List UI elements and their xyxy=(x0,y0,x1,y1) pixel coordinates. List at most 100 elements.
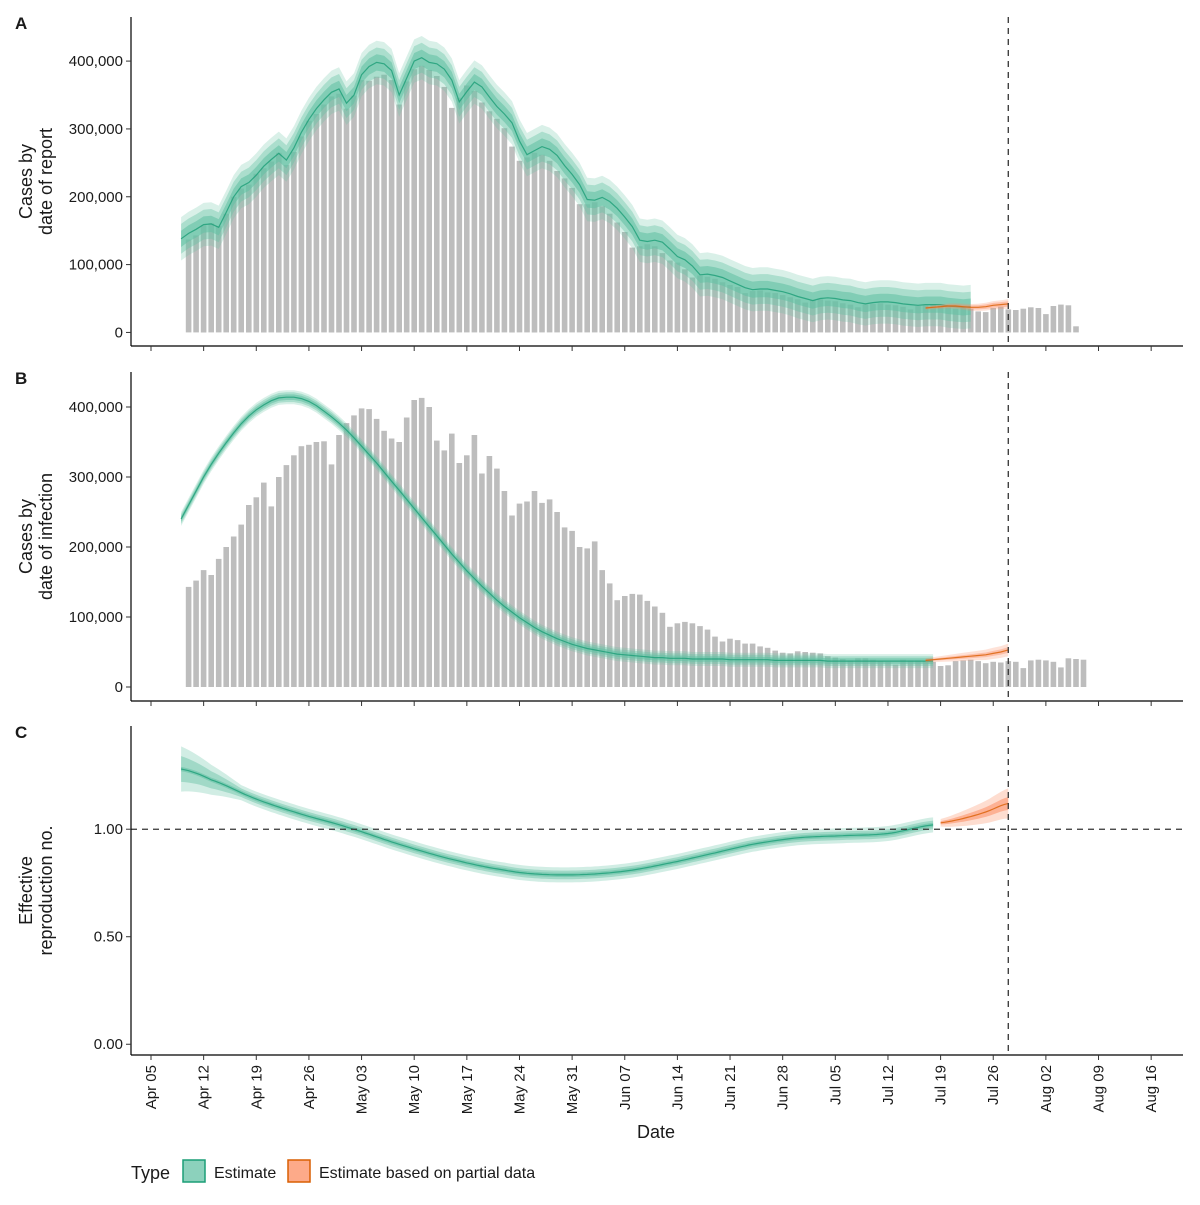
bar xyxy=(900,659,906,687)
bar xyxy=(449,107,455,333)
bar xyxy=(855,307,861,333)
bar xyxy=(276,152,282,333)
bar xyxy=(1073,659,1079,687)
bars xyxy=(185,65,1079,333)
bar xyxy=(561,178,568,333)
bar xyxy=(426,69,432,333)
bar xyxy=(388,80,395,333)
panel-b: B 0 100,000 200,000 300,000 400,000 Cases byda… xyxy=(15,369,1183,706)
bar xyxy=(381,74,387,333)
bar xyxy=(937,306,944,333)
bar xyxy=(1080,659,1087,687)
bar xyxy=(802,302,808,333)
bar xyxy=(291,152,297,333)
estimate-series xyxy=(180,746,934,883)
y-tick-label: 0 xyxy=(115,324,123,341)
bar xyxy=(531,152,538,333)
bar xyxy=(945,665,951,687)
bar xyxy=(471,435,478,687)
bar xyxy=(674,623,681,687)
bar xyxy=(434,76,440,333)
bar xyxy=(411,400,417,687)
bar xyxy=(486,111,493,333)
bar xyxy=(464,85,470,333)
y-tick-label: 100,000 xyxy=(69,609,123,626)
bar xyxy=(1050,661,1057,687)
bar xyxy=(915,306,921,333)
bar xyxy=(637,594,643,687)
y-tick-label: 200,000 xyxy=(69,539,123,556)
estimate-median-line xyxy=(180,57,971,308)
bar xyxy=(283,465,290,687)
bar xyxy=(622,596,628,687)
bar xyxy=(622,232,628,333)
partial-median-line xyxy=(925,649,1009,661)
bar xyxy=(900,306,906,333)
bar xyxy=(892,664,899,687)
bar xyxy=(479,102,485,333)
y-tick-label: 1.00 xyxy=(94,821,123,838)
bar xyxy=(426,407,432,687)
bar xyxy=(840,659,846,687)
bar xyxy=(321,441,327,687)
bar xyxy=(554,512,560,687)
x-tick-label: May 17 xyxy=(459,1065,476,1114)
bar xyxy=(403,417,410,687)
bar xyxy=(1028,660,1034,687)
bar xyxy=(1035,308,1042,333)
bar xyxy=(546,499,553,687)
x-tick-labels: Apr 05 Apr 12 Apr 19 Apr 26 May 03 May 10 May … xyxy=(143,1065,1160,1114)
bar xyxy=(810,299,816,333)
bar xyxy=(1043,660,1049,687)
x-tick-label: Jun 07 xyxy=(617,1065,634,1110)
bar xyxy=(1058,304,1064,333)
bar xyxy=(516,160,523,333)
bar xyxy=(261,482,267,687)
bar xyxy=(1050,306,1057,333)
y-axis-title-line-1: Cases by xyxy=(16,144,36,219)
bar xyxy=(268,161,275,333)
bar xyxy=(952,661,959,687)
bar xyxy=(208,223,214,333)
bar xyxy=(1035,659,1042,687)
bar xyxy=(253,173,260,333)
bar xyxy=(230,536,237,687)
partial-band-1 xyxy=(925,299,1009,311)
partial-band-1 xyxy=(925,643,1009,663)
bar xyxy=(200,225,207,333)
x-tick-label: Jul 12 xyxy=(880,1065,897,1105)
bar xyxy=(313,442,320,687)
y-tick-label: 100,000 xyxy=(69,257,123,274)
x-tick-label: Aug 02 xyxy=(1038,1065,1055,1113)
bar xyxy=(268,506,275,687)
partial-band-inner xyxy=(940,797,1009,825)
bar xyxy=(1013,310,1019,333)
bar xyxy=(885,661,891,687)
bar xyxy=(298,446,305,687)
bar xyxy=(772,650,778,687)
y-tick-label: 300,000 xyxy=(69,469,123,486)
bar xyxy=(614,600,620,687)
bar xyxy=(238,188,244,333)
bar xyxy=(727,284,733,333)
bar xyxy=(825,300,831,333)
bar xyxy=(712,278,718,333)
bar xyxy=(501,491,508,687)
bar xyxy=(885,304,891,333)
estimate-median-line xyxy=(180,396,934,662)
bar xyxy=(246,505,252,687)
bar xyxy=(967,308,974,333)
bar xyxy=(644,244,651,333)
bar xyxy=(998,306,1004,333)
estimate-series xyxy=(180,390,934,669)
bar xyxy=(373,76,380,333)
bar xyxy=(757,646,763,687)
bar xyxy=(524,157,530,333)
bar xyxy=(486,456,493,687)
bar xyxy=(1020,308,1027,333)
bar xyxy=(779,295,786,333)
bar xyxy=(434,440,440,687)
legend: Type Estimate Estimate based on partial … xyxy=(131,1159,535,1183)
bar xyxy=(336,93,342,333)
legend-label-partial: Estimate based on partial data xyxy=(319,1165,535,1182)
